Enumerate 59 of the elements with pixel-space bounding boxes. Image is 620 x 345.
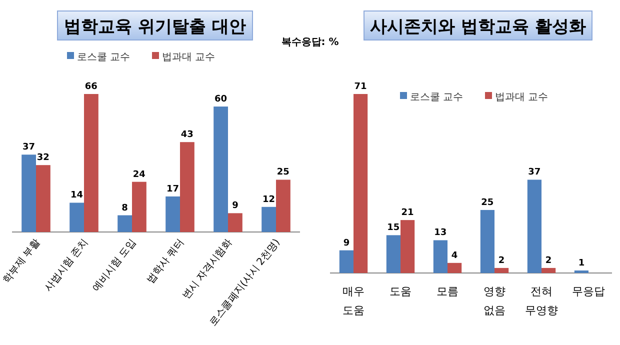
data-label: 25: [276, 168, 290, 178]
data-label: 71: [354, 82, 367, 92]
x-tick-label: 전혀 무영향: [525, 285, 558, 317]
bar: [400, 220, 415, 273]
data-label: 60: [214, 94, 228, 105]
data-label: 37: [528, 168, 541, 178]
bar: [339, 250, 354, 273]
data-label: 1: [578, 258, 585, 268]
data-label: 32: [36, 153, 50, 164]
bar: [574, 270, 588, 273]
bar: [527, 180, 542, 273]
data-label: 66: [84, 82, 98, 92]
x-tick-label: 매우 도움: [342, 285, 364, 317]
data-label: 21: [401, 208, 414, 218]
data-label: 2: [545, 256, 552, 266]
data-label: 15: [387, 223, 400, 234]
legend-label: 로스쿨 교수: [77, 52, 130, 63]
bar: [36, 165, 50, 232]
bar: [84, 94, 98, 232]
x-tick-label: 모름: [436, 285, 458, 298]
bar: [262, 206, 276, 232]
bar: [276, 180, 290, 232]
data-label: 13: [434, 228, 447, 238]
data-label: 9: [232, 201, 238, 212]
legend-label: 법과대 교수: [162, 52, 216, 63]
legend-label: 법과대 교수: [495, 92, 548, 103]
data-label: 9: [343, 238, 350, 248]
bar: [214, 106, 228, 232]
data-label: 43: [180, 130, 194, 140]
data-label: 4: [451, 250, 458, 261]
chart-title: 법학교육 위기탈출 대안: [64, 17, 246, 37]
bar: [22, 154, 36, 232]
x-tick-label: 도움: [390, 285, 412, 298]
bar: [354, 94, 368, 273]
legend-label: 로스쿨 교수: [410, 92, 464, 103]
x-tick-label: 무응답: [572, 285, 605, 298]
bar: [448, 262, 462, 273]
data-label: 8: [122, 203, 128, 214]
bar: [118, 215, 132, 232]
bar: [480, 210, 494, 273]
data-label: 14: [70, 190, 84, 201]
bar: [494, 268, 509, 273]
bar: [132, 182, 146, 232]
bar: [433, 240, 448, 273]
data-label: 25: [481, 198, 494, 208]
chart-title: 사시존치와 법학교육 활성화: [370, 17, 586, 37]
x-tick-label: 영향 없음: [484, 285, 506, 317]
bar: [228, 213, 242, 232]
data-label: 17: [166, 184, 180, 194]
bar: [386, 235, 400, 273]
text: 복수응답: %: [281, 37, 339, 48]
bar: [180, 142, 194, 232]
data-label: 2: [498, 256, 505, 266]
bar: [70, 202, 84, 232]
data-label: 37: [22, 142, 36, 153]
bar: [166, 196, 180, 232]
bar: [542, 268, 556, 273]
data-label: 12: [262, 194, 276, 205]
data-label: 24: [132, 170, 146, 180]
